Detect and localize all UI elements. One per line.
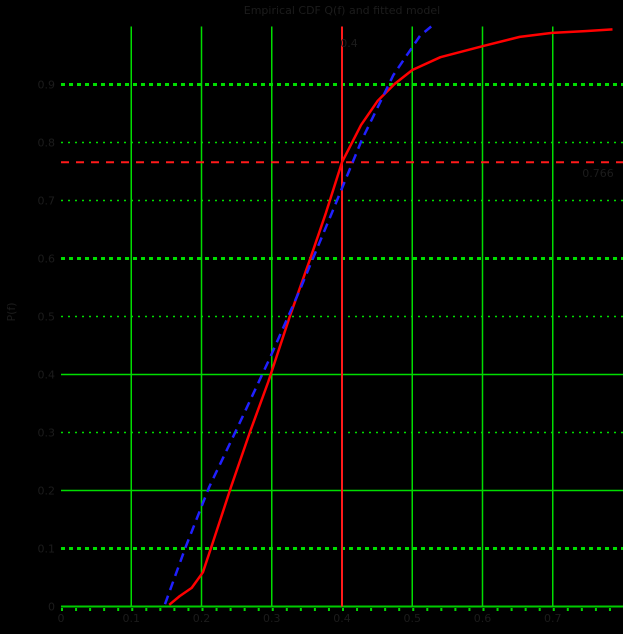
y-tick-label: 0.3	[38, 427, 56, 440]
empirical-cdf-curve	[168, 28, 613, 606]
x-tick-label: 0.5	[404, 612, 422, 625]
marker-x-label: 0.4	[340, 37, 358, 50]
y-tick-label: 0.7	[38, 195, 56, 208]
x-tick-label: 0	[58, 612, 65, 625]
y-tick-label: 0.6	[38, 253, 56, 266]
y-tick-label: 0	[48, 601, 55, 614]
y-tick-label: 0.9	[38, 79, 56, 92]
x-tick-label: 0.7	[544, 612, 562, 625]
y-tick-label: 0.5	[38, 311, 56, 324]
x-tick-label: 0.3	[263, 612, 281, 625]
y-tick-label: 0.1	[38, 543, 56, 556]
x-tick-label: 0.6	[474, 612, 492, 625]
y-axis-label: P(f)	[5, 302, 18, 322]
x-tick-label: 0.1	[123, 612, 141, 625]
y-tick-label: 0.4	[38, 369, 56, 382]
chart-title: Empirical CDF Q(f) and fitted model	[243, 4, 441, 17]
marker-y-label: 0.766	[582, 167, 614, 180]
y-tick-label: 0.2	[38, 485, 56, 498]
y-tick-label: 0.8	[38, 137, 56, 150]
x-tick-label: 0.2	[193, 612, 211, 625]
fitted-model-curve	[163, 25, 432, 605]
x-tick-label: 0.4	[333, 612, 351, 625]
